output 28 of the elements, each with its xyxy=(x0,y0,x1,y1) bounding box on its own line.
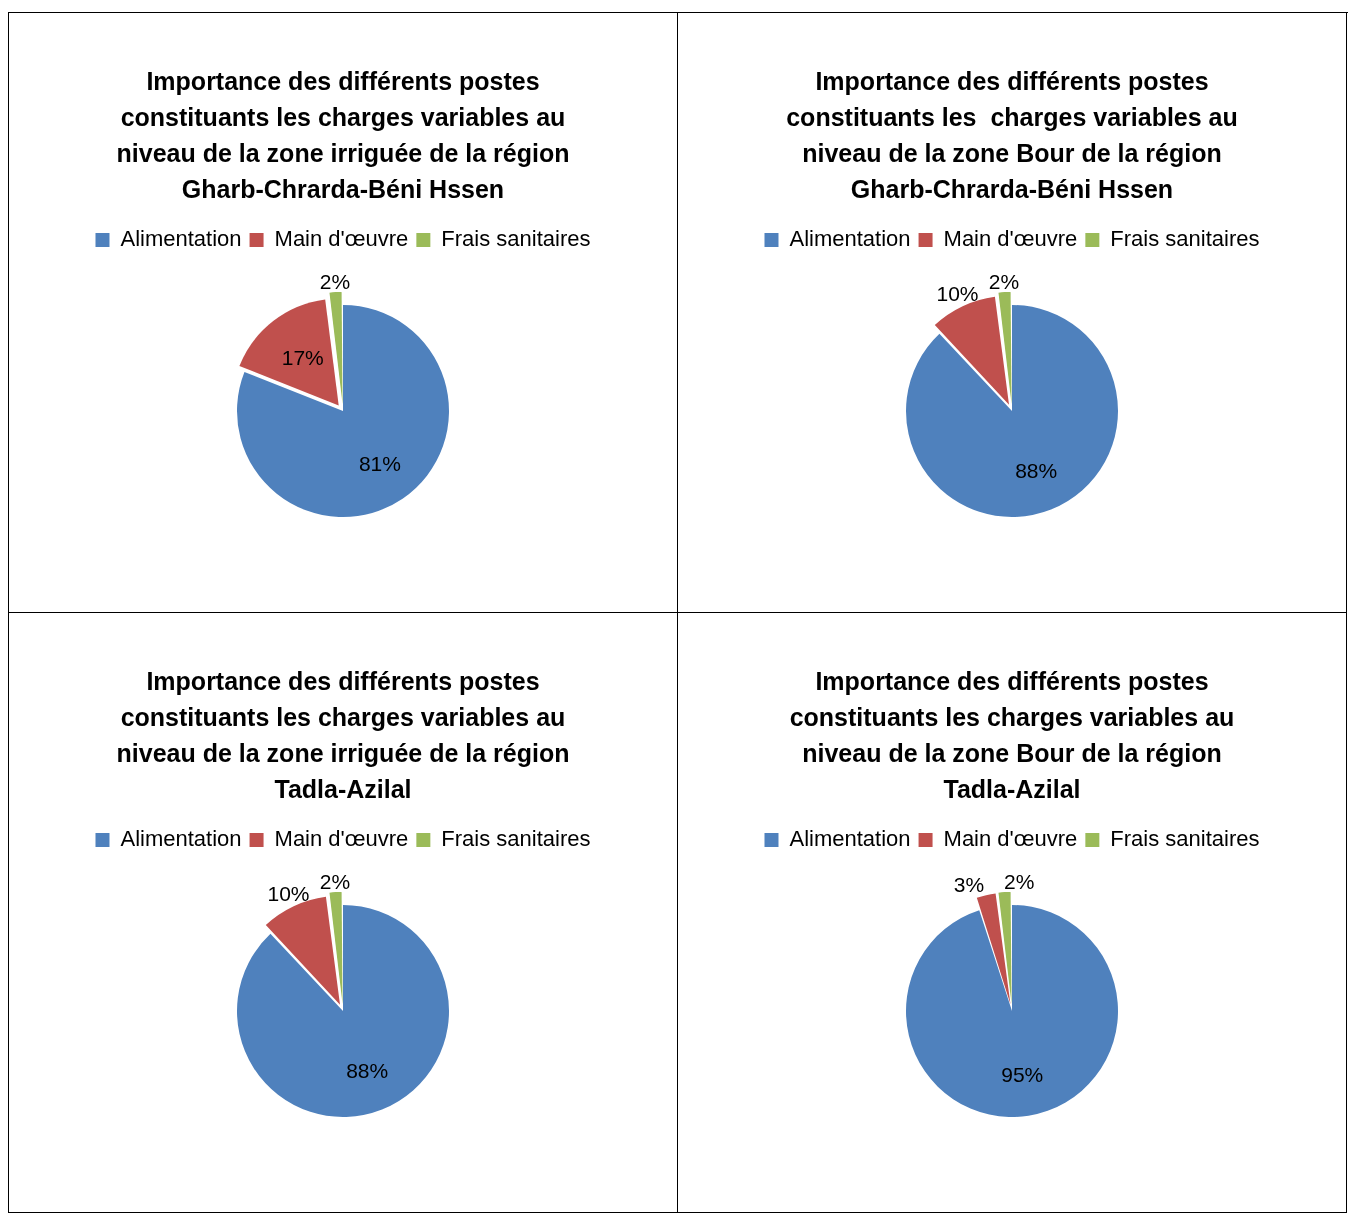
data-label: 10% xyxy=(267,881,310,905)
chart-title: Importance des différents postes constituants les charges variables au niveau de la zone irriguée de la région Tadla-Azilal xyxy=(115,666,571,805)
data-label: 88% xyxy=(346,1058,389,1082)
legend-label: Alimentation xyxy=(120,226,242,252)
chart-title: Importance des différents postes constituants les charges variables au niveau de la zone irriguée de la région Gharb-Chrarda-Béni Hssen xyxy=(115,66,571,205)
chart-title: Importance des différents postes constituants les charges variables au niveau de la zone Bour de la région Tadla-Azilal xyxy=(788,666,1236,805)
legend-label: Frais sanitaires xyxy=(441,226,591,252)
chart-title: Importance des différents postes constituants les charges variables au niveau de la zone Bour de la région Gharb-Chrarda-Béni Hssen xyxy=(785,66,1239,205)
data-label: 81% xyxy=(358,452,401,476)
legend-label: Frais sanitaires xyxy=(441,826,591,852)
legend-label: Frais sanitaires xyxy=(1110,226,1260,252)
data-label: 3% xyxy=(953,872,985,896)
data-label: 88% xyxy=(1015,458,1058,482)
legend-label: Frais sanitaires xyxy=(1110,826,1260,852)
legend-label: Main d'œuvre xyxy=(943,226,1078,252)
data-label: 2% xyxy=(988,270,1020,294)
data-label: 2% xyxy=(319,270,351,294)
data-label: 17% xyxy=(281,345,324,369)
legend-label: Alimentation xyxy=(789,826,911,852)
legend-label: Alimentation xyxy=(120,826,242,852)
legend-label: Alimentation xyxy=(789,226,911,252)
legend-label: Main d'œuvre xyxy=(274,826,409,852)
legend-label: Main d'œuvre xyxy=(274,226,409,252)
legend-label: Main d'œuvre xyxy=(943,826,1078,852)
data-label: 2% xyxy=(1003,870,1035,894)
data-label: 2% xyxy=(319,870,351,894)
data-label: 95% xyxy=(1001,1062,1044,1086)
data-label: 10% xyxy=(936,281,979,305)
